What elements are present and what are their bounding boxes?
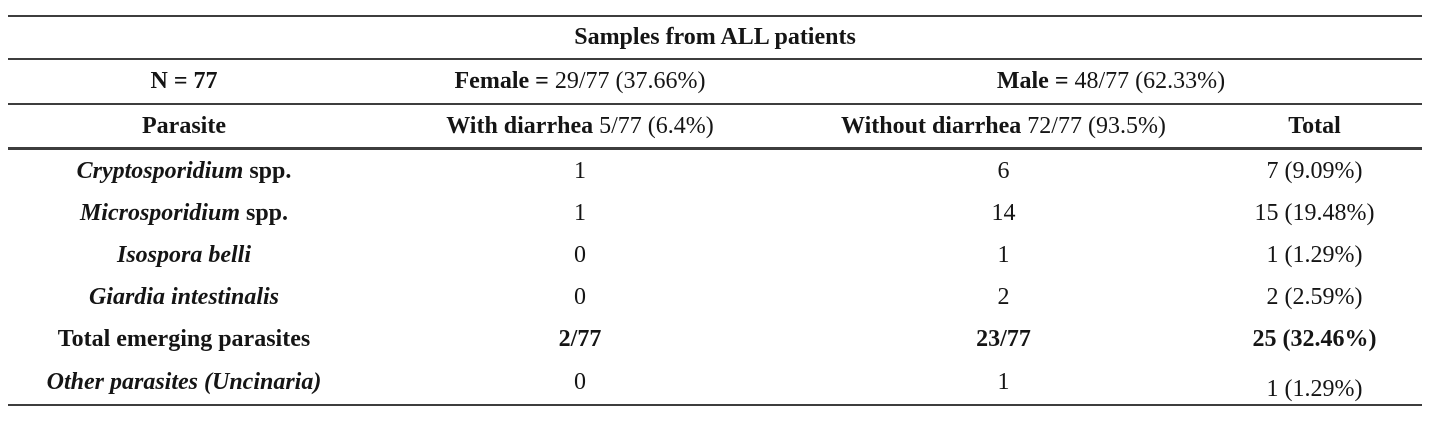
column-header-without-diarrhea: Without diarrhea 72/77 (93.5%) [800,104,1207,150]
table-row-total-emerging: Total emerging parasites 2/77 23/77 25 (… [8,318,1422,360]
parasite-name: Isospora belli [116,241,251,268]
column-header-parasite: Parasite [8,104,360,150]
male-label: Male = [996,68,1075,95]
table-row: Isospora belli 0 1 1 (1.29%) [8,234,1422,276]
table-row: Other parasites (Uncinaria) 0 1 1 (1.29%… [8,360,1422,405]
column-header-total: Total [1207,104,1423,150]
table-row-title: Samples from ALL patients [8,16,1423,60]
with-diarrhea-value: 5/77 (6.4%) [599,112,714,139]
parasite-name: Total emerging parasites [57,325,311,352]
without-diarrhea-value: 72/77 (93.5%) [1027,112,1166,139]
cell-total: 15 (19.48%) [1254,199,1375,226]
cell-without-diarrhea: 23/77 [976,325,1031,352]
without-diarrhea-label: Without diarrhea [841,112,1028,139]
cell-without-diarrhea: 1 [997,241,1010,268]
cell-with-diarrhea: 1 [574,199,586,226]
parasite-name: Giardia intestinalis [88,283,280,310]
cell-without-diarrhea: 1 [997,368,1010,395]
with-diarrhea-label: With diarrhea [446,112,600,139]
parasite-name: Cryptosporidium spp. [76,157,292,184]
cell-with-diarrhea: 0 [574,283,586,310]
cell-with-diarrhea: 1 [574,157,586,184]
table-row-header: Parasite With diarrhea 5/77 (6.4%) Witho… [8,104,1423,150]
cell-total: 2 (2.59%) [1266,283,1363,310]
table-row: Microsporidium spp. 1 14 15 (19.48%) [8,192,1422,234]
cell-total: 7 (9.09%) [1266,157,1363,184]
male-cell: Male = 48/77 (62.33%) [800,59,1423,105]
sample-size-value: N = 77 [150,68,218,95]
sample-size-cell: N = 77 [8,59,360,105]
cell-with-diarrhea: 0 [574,241,586,268]
female-value: 29/77 (37.66%) [554,68,706,95]
cell-without-diarrhea: 14 [991,199,1016,226]
table-row: Cryptosporidium spp. 1 6 7 (9.09%) [8,149,1422,193]
parasite-name: Microsporidium spp. [79,199,289,226]
table-row-summary: N = 77 Female = 29/77 (37.66%) Male = 48… [8,59,1423,105]
cell-with-diarrhea: 2/77 [558,325,602,352]
cell-total: 1 (1.29%) [1266,375,1363,402]
table-row: Giardia intestinalis 0 2 2 (2.59%) [8,276,1422,318]
cell-without-diarrhea: 2 [997,283,1010,310]
parasite-name: Other parasites (Uncinaria) [46,368,322,395]
column-header-with-diarrhea: With diarrhea 5/77 (6.4%) [360,104,800,150]
table-title: Samples from ALL patients [8,16,1423,60]
female-label: Female = [454,68,555,95]
cell-total: 25 (32.46%) [1252,325,1377,352]
cell-with-diarrhea: 0 [574,368,586,395]
cell-without-diarrhea: 6 [997,157,1010,184]
male-value: 48/77 (62.33%) [1074,68,1226,95]
parasite-prevalence-table: Samples from ALL patients N = 77 Female … [8,15,1423,406]
cell-total: 1 (1.29%) [1266,241,1363,268]
female-cell: Female = 29/77 (37.66%) [360,59,800,105]
